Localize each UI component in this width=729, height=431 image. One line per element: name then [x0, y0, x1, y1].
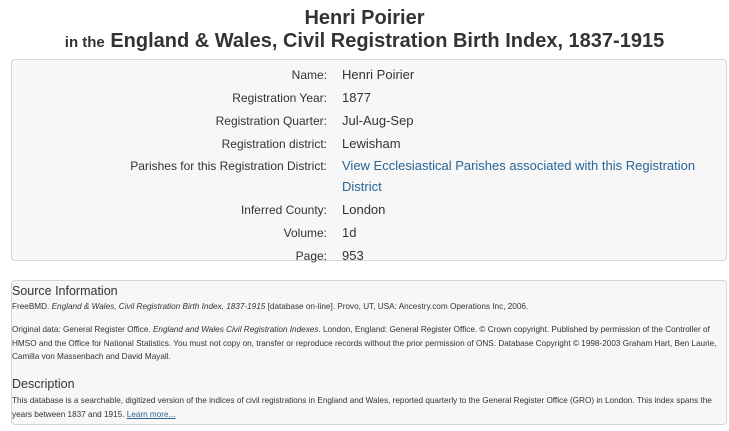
- learn-more-link[interactable]: Learn more...: [126, 409, 176, 419]
- original-data: Original data: General Register Office. …: [12, 323, 728, 364]
- source-citation: FreeBMD. England & Wales, Civil Registra…: [12, 300, 728, 314]
- citation-pre: FreeBMD.: [12, 302, 52, 311]
- parishes-link[interactable]: View Ecclesiastical Parishes associated …: [342, 158, 696, 194]
- field-label: Name:: [291, 68, 327, 82]
- field-value-district: Lewisham: [342, 136, 401, 151]
- description-body: This database is a searchable, digitized…: [12, 396, 712, 419]
- page-title: Henri Poirier: [304, 7, 425, 29]
- collection-title: in the England & Wales, Civil Registrati…: [0, 29, 729, 55]
- field-label: Page:: [295, 249, 327, 263]
- field-value-year: 1877: [342, 90, 371, 105]
- field-label: Registration Year:: [232, 91, 327, 105]
- citation-italic: England & Wales, Civil Registration Birt…: [51, 302, 266, 311]
- source-information-panel: Source Information FreeBMD. England & Wa…: [11, 280, 727, 425]
- source-title: Source Information: [12, 284, 118, 298]
- record-details: Name: Henri Poirier Registration Year: 1…: [11, 59, 727, 263]
- field-value-county: London: [342, 202, 386, 217]
- field-value-quarter: Jul-Aug-Sep: [342, 113, 414, 128]
- description-title: Description: [12, 377, 75, 391]
- original-pre: Original data: General Register Office.: [12, 325, 153, 334]
- field-label: Volume:: [283, 226, 327, 240]
- citation-post: [database on-line]. Provo, UT, USA: Ance…: [265, 302, 529, 311]
- field-label: Parishes for this Registration District:: [130, 159, 327, 173]
- field-value-name: Henri Poirier: [342, 67, 415, 82]
- record-header: Henri Poirier in the England & Wales, Ci…: [0, 0, 729, 55]
- description-text: This database is a searchable, digitized…: [12, 394, 728, 421]
- field-label: Registration Quarter:: [215, 114, 327, 128]
- field-label: Registration district:: [221, 137, 327, 151]
- field-value-page: 953: [342, 248, 364, 263]
- collection-prefix: in the: [64, 34, 105, 51]
- original-italic: England and Wales Civil Registration Ind…: [152, 325, 319, 334]
- original-post: . London, England: General Register Offi…: [12, 325, 717, 361]
- field-value-volume: 1d: [342, 225, 357, 240]
- field-label: Inferred County:: [240, 203, 327, 217]
- collection-name: England & Wales, Civil Registration Birt…: [110, 30, 665, 52]
